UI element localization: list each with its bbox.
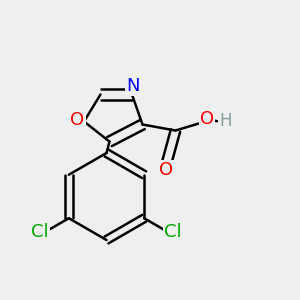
Text: O: O bbox=[200, 110, 214, 128]
Text: Cl: Cl bbox=[164, 223, 182, 241]
Text: H: H bbox=[220, 112, 232, 130]
Text: O: O bbox=[70, 111, 85, 129]
Text: O: O bbox=[159, 161, 174, 179]
Text: Cl: Cl bbox=[31, 223, 49, 241]
Text: N: N bbox=[127, 77, 140, 95]
